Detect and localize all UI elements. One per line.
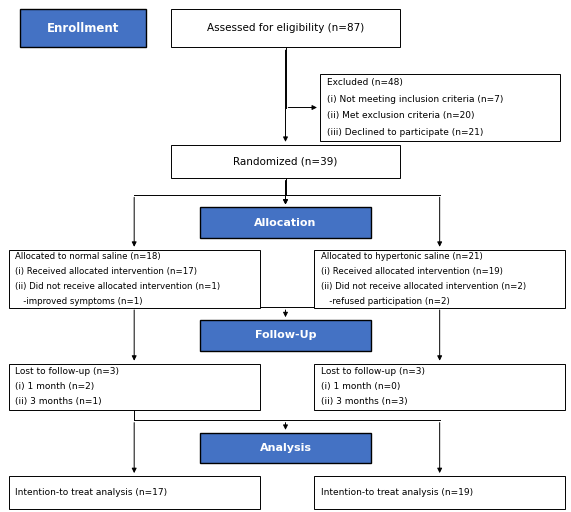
FancyBboxPatch shape	[314, 476, 565, 509]
FancyBboxPatch shape	[200, 207, 371, 238]
Text: Lost to follow-up (n=3): Lost to follow-up (n=3)	[15, 367, 119, 376]
FancyBboxPatch shape	[171, 144, 400, 178]
Text: Follow-Up: Follow-Up	[255, 330, 316, 340]
FancyBboxPatch shape	[200, 320, 371, 351]
Text: (ii) 3 months (n=1): (ii) 3 months (n=1)	[15, 397, 102, 407]
FancyBboxPatch shape	[314, 249, 565, 308]
Text: Randomized (n=39): Randomized (n=39)	[234, 156, 337, 166]
Text: Intention-to treat analysis (n=17): Intention-to treat analysis (n=17)	[15, 488, 167, 497]
Text: (ii) 3 months (n=3): (ii) 3 months (n=3)	[321, 397, 408, 407]
Text: (i) Received allocated intervention (n=17): (i) Received allocated intervention (n=1…	[15, 267, 198, 276]
Text: (i) Received allocated intervention (n=19): (i) Received allocated intervention (n=1…	[321, 267, 503, 276]
Text: (i) 1 month (n=2): (i) 1 month (n=2)	[15, 382, 95, 391]
Text: Allocated to hypertonic saline (n=21): Allocated to hypertonic saline (n=21)	[321, 252, 482, 262]
Text: Analysis: Analysis	[259, 443, 312, 453]
Text: -refused participation (n=2): -refused participation (n=2)	[321, 296, 449, 306]
Text: (ii) Met exclusion criteria (n=20): (ii) Met exclusion criteria (n=20)	[327, 111, 474, 120]
FancyBboxPatch shape	[314, 364, 565, 410]
FancyBboxPatch shape	[9, 364, 260, 410]
FancyBboxPatch shape	[9, 249, 260, 308]
Text: (iii) Declined to participate (n=21): (iii) Declined to participate (n=21)	[327, 128, 483, 137]
Text: Allocated to normal saline (n=18): Allocated to normal saline (n=18)	[15, 252, 161, 262]
FancyBboxPatch shape	[20, 9, 146, 48]
Text: Intention-to treat analysis (n=19): Intention-to treat analysis (n=19)	[321, 488, 473, 497]
Text: (i) Not meeting inclusion criteria (n=7): (i) Not meeting inclusion criteria (n=7)	[327, 95, 503, 104]
Text: (i) 1 month (n=0): (i) 1 month (n=0)	[321, 382, 400, 391]
Text: Excluded (n=48): Excluded (n=48)	[327, 78, 403, 87]
FancyBboxPatch shape	[9, 476, 260, 509]
Text: Allocation: Allocation	[254, 218, 317, 228]
Text: Assessed for eligibility (n=87): Assessed for eligibility (n=87)	[207, 23, 364, 33]
Text: (ii) Did not receive allocated intervention (n=1): (ii) Did not receive allocated intervent…	[15, 282, 220, 291]
Text: Enrollment: Enrollment	[47, 22, 119, 35]
Text: (ii) Did not receive allocated intervention (n=2): (ii) Did not receive allocated intervent…	[321, 282, 526, 291]
FancyBboxPatch shape	[200, 433, 371, 463]
FancyBboxPatch shape	[171, 9, 400, 48]
Text: -improved symptoms (n=1): -improved symptoms (n=1)	[15, 296, 143, 306]
FancyBboxPatch shape	[320, 74, 560, 141]
Text: Lost to follow-up (n=3): Lost to follow-up (n=3)	[321, 367, 425, 376]
